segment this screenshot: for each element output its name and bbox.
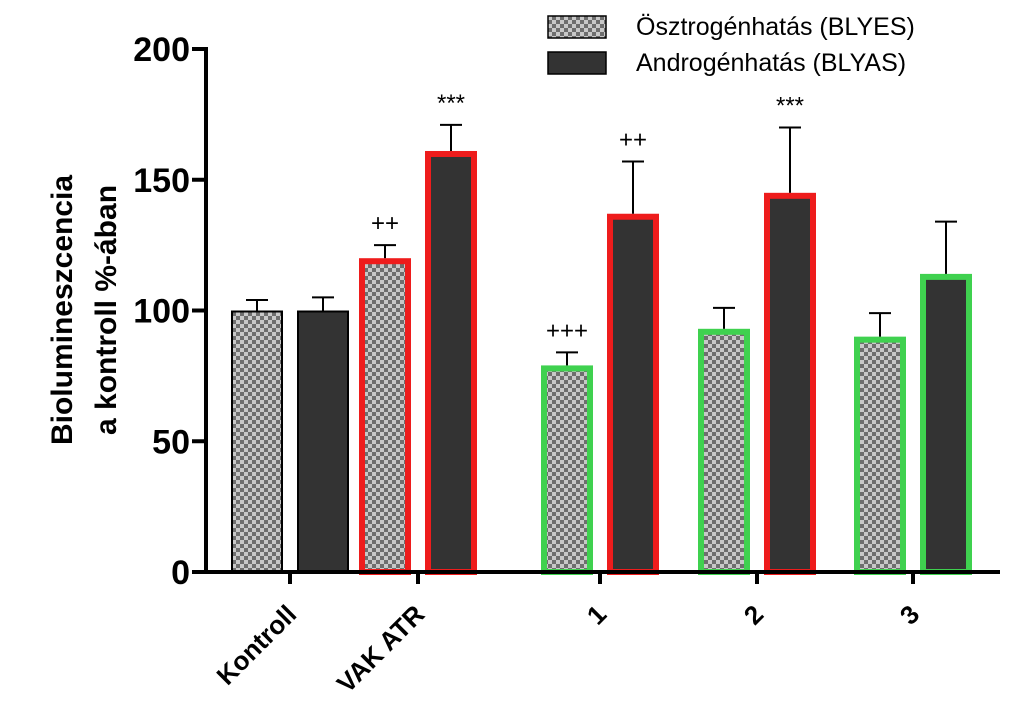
x-tick-label-0: Kontroll xyxy=(211,599,303,691)
x-tick-label-2: 1 xyxy=(581,599,612,630)
legend-swatch-1 xyxy=(547,51,607,75)
annotation-s1-c2: ++ xyxy=(619,126,647,153)
bar-s1-c3 xyxy=(764,192,816,575)
legend-label-1: Androgénhatás (BLYAS) xyxy=(636,49,906,77)
y-tick-label-4: 200 xyxy=(133,31,190,69)
y-axis-label-line-0: Biolumineszcencia xyxy=(46,175,79,445)
annotation-s0-c2: +++ xyxy=(546,317,588,344)
y-tick-label-1: 50 xyxy=(152,423,190,461)
bar-s0-c4 xyxy=(854,336,906,575)
y-tick-label-2: 100 xyxy=(133,293,190,331)
bar-s0-c2 xyxy=(541,365,593,576)
bar-s1-c1 xyxy=(425,150,477,576)
bar-s1-c0 xyxy=(297,310,349,573)
x-tick-label-3: 2 xyxy=(738,599,769,630)
bar-s1-c2 xyxy=(607,213,659,575)
bar-s1-c4 xyxy=(920,273,972,575)
bar-s0-c0 xyxy=(231,310,283,573)
x-tick-label-1: VAK ATR xyxy=(331,599,431,699)
legend: Ösztrogénhatás (BLYES) Androgénhatás (BLY… xyxy=(547,13,915,77)
legend-label-0: Ösztrogénhatás (BLYES) xyxy=(636,13,915,41)
y-tick-label-0: 0 xyxy=(171,554,190,592)
annotation-s0-c1: ++ xyxy=(371,210,399,237)
legend-swatch-0 xyxy=(547,15,607,39)
bar-s0-c3 xyxy=(698,328,750,575)
annotation-s1-c3: *** xyxy=(776,92,804,119)
plot-area: +++++***++*** xyxy=(231,90,972,576)
y-tick-label-3: 150 xyxy=(133,162,190,200)
annotation-s1-c1: *** xyxy=(437,90,465,117)
x-tick-label-4: 3 xyxy=(894,599,925,630)
bar-s0-c1 xyxy=(359,258,411,575)
y-axis-label-line-1: a kontroll %-ában xyxy=(90,185,123,435)
